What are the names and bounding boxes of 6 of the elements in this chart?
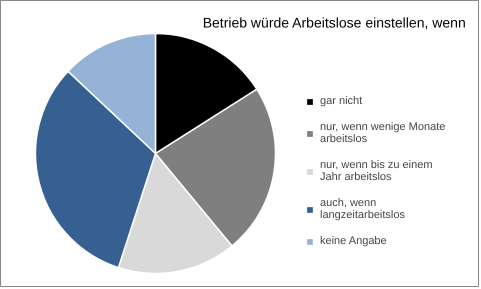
legend-label: keine Angabe xyxy=(320,235,387,247)
chart-title: Betrieb würde Arbeitslose einstellen, wenn xyxy=(202,14,466,30)
legend-label: nur, wenn bis zu einem Jahr arbeitslos xyxy=(320,159,433,183)
legend-label: auch, wenn langzeitarbeitslos xyxy=(320,197,405,221)
legend-label: gar nicht xyxy=(320,95,362,107)
legend-label: nur, wenn wenige Monate arbeitslos xyxy=(320,121,446,145)
